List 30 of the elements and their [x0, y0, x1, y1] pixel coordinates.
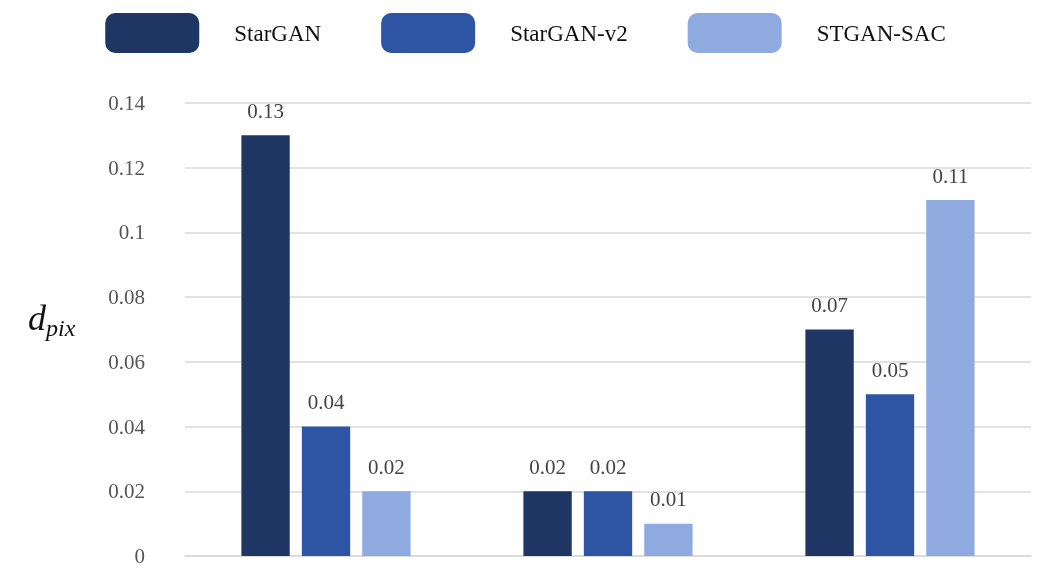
y-tick-label: 0.02 — [108, 479, 145, 504]
y-tick-label: 0.06 — [108, 349, 145, 374]
y-tick-label: 0.1 — [118, 220, 145, 245]
data-label: 0.07 — [811, 293, 848, 317]
bar — [865, 394, 915, 556]
bar — [926, 200, 975, 556]
bar — [583, 491, 633, 556]
data-label: 0.01 — [650, 487, 687, 512]
bar — [523, 491, 572, 556]
bar — [362, 491, 411, 556]
legend-label: StarGAN — [234, 20, 322, 46]
data-label: 0.02 — [368, 454, 405, 479]
data-label: 0.11 — [932, 163, 969, 188]
data-label: 0.04 — [307, 390, 345, 415]
y-tick-label: 0.04 — [108, 414, 146, 439]
bar — [301, 426, 351, 556]
y-axis-title: d$_{pix}$ — [28, 298, 76, 341]
bar — [644, 523, 693, 556]
data-label: 0.05 — [871, 357, 909, 382]
legend-label: StarGAN-v2 — [510, 20, 628, 46]
data-label: 0.02 — [529, 454, 566, 479]
y-tick-label: 0.14 — [108, 91, 146, 115]
bar — [805, 329, 854, 556]
y-tick-label: 0.12 — [108, 155, 145, 180]
data-label: 0.02 — [589, 454, 627, 479]
data-label: 0.13 — [247, 98, 284, 123]
legend-label: STGAN-SAC — [816, 20, 946, 46]
bar — [241, 135, 290, 556]
y-tick-label: 0.08 — [108, 285, 145, 310]
y-tick-label: 0 — [134, 544, 145, 568]
